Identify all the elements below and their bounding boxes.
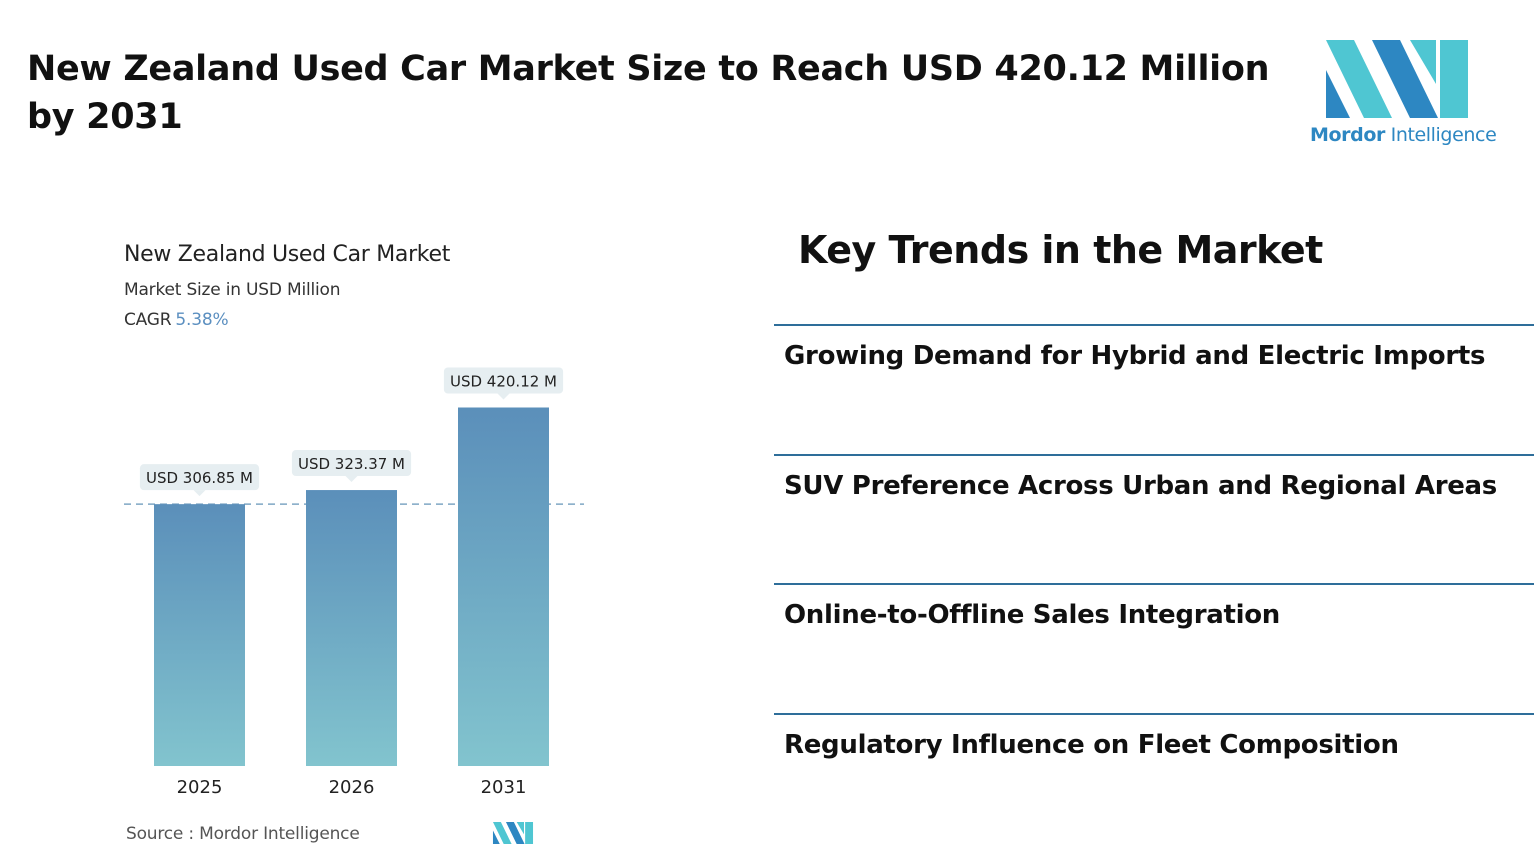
data-label-2031: USD 420.12 M <box>443 367 564 400</box>
x-tick-label: 2031 <box>481 777 527 798</box>
page-headline: New Zealand Used Car Market Size to Reac… <box>27 49 1270 137</box>
svg-text:USD 323.37 M: USD 323.37 M <box>298 455 405 473</box>
logo-wordmark: Mordor Intelligence <box>1310 124 1497 146</box>
trend-item: Growing Demand for Hybrid and Electric I… <box>774 324 1534 452</box>
logo-mark-icon <box>1326 40 1468 118</box>
trends-title: Key Trends in the Market <box>798 228 1323 272</box>
chart-source: Source : Mordor Intelligence <box>126 824 360 844</box>
data-label-2025: USD 306.85 M <box>139 464 260 497</box>
chart-subtitle: Market Size in USD Million <box>124 280 341 300</box>
cagr-label: CAGR <box>124 310 172 330</box>
trend-item-label: Regulatory Influence on Fleet Compositio… <box>784 730 1399 760</box>
mordor-intelligence-logo: Mordor Intelligence <box>1306 40 1497 152</box>
data-label-2026: USD 323.37 M <box>291 450 412 483</box>
trend-item: Online-to-Offline Sales Integration <box>774 583 1534 711</box>
bar-chart: USD 306.85 M 2025 USD 323.37 M 2026 USD 420.… <box>124 367 584 798</box>
mini-logo-icon <box>492 822 534 844</box>
bar-2026 <box>306 490 397 766</box>
cagr-value: 5.38% <box>175 310 229 330</box>
bar-2025 <box>154 504 245 766</box>
chart-title: New Zealand Used Car Market <box>124 242 451 267</box>
bar-2031 <box>458 407 549 766</box>
x-tick-label: 2026 <box>329 777 375 798</box>
x-tick-label: 2025 <box>177 777 223 798</box>
svg-text:USD 306.85 M: USD 306.85 M <box>146 469 253 487</box>
svg-text:USD 420.12 M: USD 420.12 M <box>450 372 557 390</box>
cagr-line: CAGR 5.38% <box>124 310 229 330</box>
trend-item: SUV Preference Across Urban and Regional… <box>774 454 1534 582</box>
trend-item-label: SUV Preference Across Urban and Regional… <box>784 471 1497 501</box>
trend-item-label: Growing Demand for Hybrid and Electric I… <box>784 341 1486 371</box>
trend-item-label: Online-to-Offline Sales Integration <box>784 600 1280 630</box>
trend-item: Regulatory Influence on Fleet Compositio… <box>774 713 1534 841</box>
